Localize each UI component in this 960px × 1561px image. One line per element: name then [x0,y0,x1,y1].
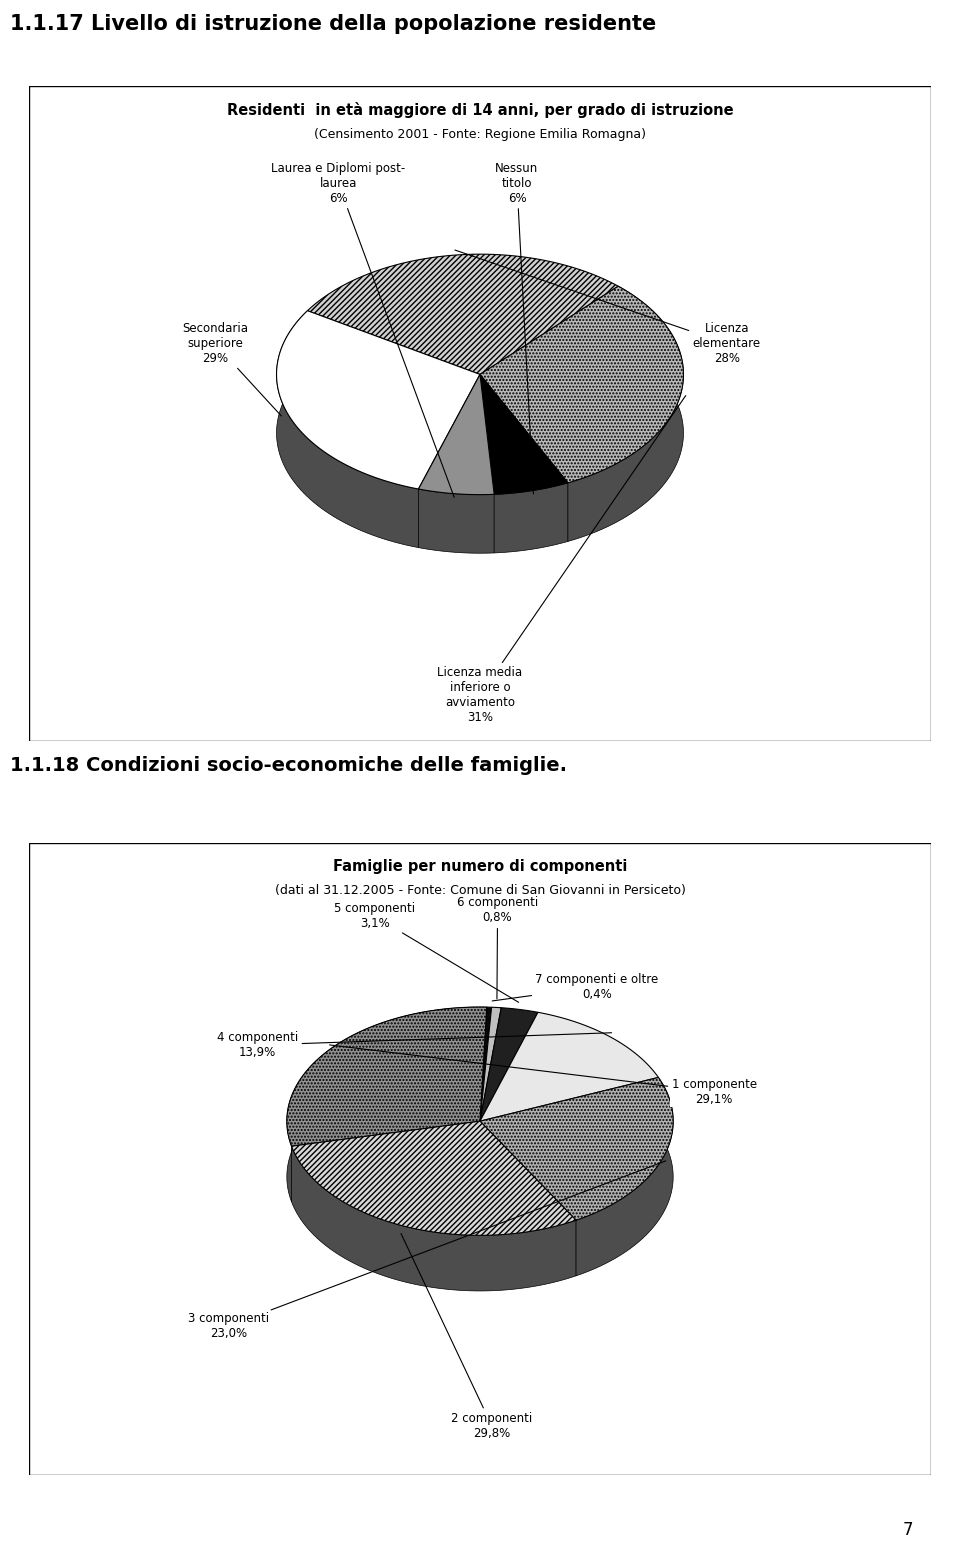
Text: 5 componenti
3,1%: 5 componenti 3,1% [334,902,518,1002]
Polygon shape [494,482,568,553]
Polygon shape [307,254,618,375]
Text: 7: 7 [903,1520,913,1539]
Text: 6 componenti
0,8%: 6 componenti 0,8% [457,896,539,999]
Text: Secondaria
superiore
29%: Secondaria superiore 29% [181,322,281,417]
Polygon shape [480,1008,538,1121]
Polygon shape [419,489,494,553]
Polygon shape [568,286,684,542]
Text: 1 componente
29,1%: 1 componente 29,1% [329,1044,756,1105]
Polygon shape [480,1007,492,1121]
Polygon shape [292,1121,576,1235]
Text: 1.1.17 Livello di istruzione della popolazione residente: 1.1.17 Livello di istruzione della popol… [10,14,656,34]
Text: (Censimento 2001 - Fonte: Regione Emilia Romagna): (Censimento 2001 - Fonte: Regione Emilia… [314,128,646,142]
Polygon shape [480,1007,501,1121]
Polygon shape [419,375,494,495]
Polygon shape [292,1146,576,1291]
Polygon shape [287,1007,487,1146]
Text: 4 componenti
13,9%: 4 componenti 13,9% [217,1032,612,1058]
Text: Laurea e Diplomi post-
laurea
6%: Laurea e Diplomi post- laurea 6% [271,162,454,498]
Text: 7 componenti e oltre
0,4%: 7 componenti e oltre 0,4% [492,973,659,1001]
Polygon shape [480,1012,659,1121]
Text: Licenza
elementare
28%: Licenza elementare 28% [455,250,760,365]
Polygon shape [287,1007,487,1202]
Polygon shape [276,311,419,548]
Text: 3 componenti
23,0%: 3 componenti 23,0% [188,1161,666,1339]
Polygon shape [480,286,684,482]
Text: Famiglie per numero di componenti: Famiglie per numero di componenti [333,859,627,874]
Text: Nessun
titolo
6%: Nessun titolo 6% [495,162,539,493]
Text: 2 componenti
29,8%: 2 componenti 29,8% [401,1233,533,1439]
Polygon shape [276,311,480,489]
Text: Licenza media
inferiore o
avviamento
31%: Licenza media inferiore o avviamento 31% [438,395,685,724]
Polygon shape [576,1077,673,1275]
Polygon shape [480,375,568,495]
Text: 1.1.18 Condizioni socio-economiche delle famiglie.: 1.1.18 Condizioni socio-economiche delle… [10,757,566,776]
Text: (dati al 31.12.2005 - Fonte: Comune di San Giovanni in Persiceto): (dati al 31.12.2005 - Fonte: Comune di S… [275,884,685,898]
Text: Residenti  in età maggiore di 14 anni, per grado di istruzione: Residenti in età maggiore di 14 anni, pe… [227,101,733,119]
Polygon shape [480,1077,673,1221]
